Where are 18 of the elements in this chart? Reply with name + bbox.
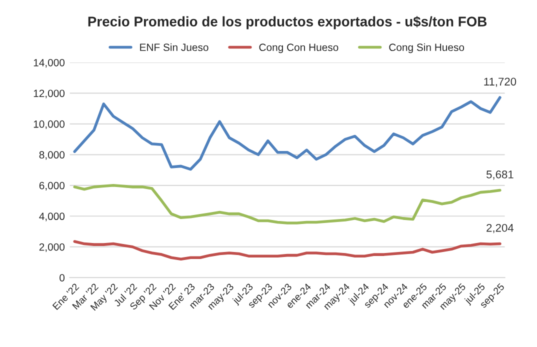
y-tick-label: 2,000 [39, 243, 65, 252]
data-label: 5,681 [486, 170, 514, 180]
legend-label: ENF Sin Jueso [140, 43, 208, 52]
y-tick-label: 10,000 [34, 120, 65, 130]
y-tick-label: 12,000 [34, 90, 65, 98]
y-tick-label: 4,000 [39, 212, 65, 222]
y-tick-label: 14,000 [34, 58, 65, 68]
y-tick-label: 8,000 [39, 151, 65, 160]
y-tick-label: 6,000 [39, 182, 65, 191]
legend-label: Cong Sin Hueso [389, 43, 464, 54]
line-series [73, 184, 502, 224]
data-label: 2,204 [486, 224, 514, 234]
chart-title: Precio Promedio de los productos exportados - u$s/ton FOB [88, 16, 487, 30]
data-label: 11,720 [484, 78, 516, 87]
y-tick-label: 0 [60, 274, 65, 282]
line-series [73, 96, 502, 171]
line-series [73, 240, 502, 261]
legend-label: Cong Con Hueso [259, 44, 338, 54]
